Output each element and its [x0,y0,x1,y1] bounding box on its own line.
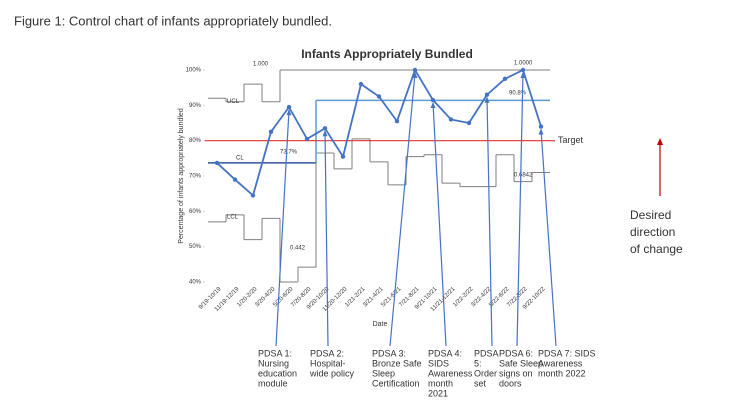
chart-title: Infants Appropriately Bundled [301,47,473,61]
data-point [466,120,472,126]
annotation-text: Bronze Safe [372,358,422,368]
ucl-label: UCL [227,99,240,105]
annotation-text: month 2022 [538,368,586,378]
annotation-text: Safe Sleep [499,358,543,368]
annotation-text: PDSA 4: [428,348,462,358]
point-label: 90.8% [509,91,527,97]
data-point [394,119,400,124]
data-point [520,67,526,73]
annotation-arrow [432,103,447,347]
direction-note: of change [630,242,683,256]
data-point [214,160,220,166]
annotation-arrow [486,97,493,347]
annotation-text: education [258,368,297,378]
data-point [448,117,454,122]
arrow-head [286,109,292,116]
data-point [376,94,382,99]
data-point [304,136,310,142]
annotation-text: PDSA 6: [499,348,533,358]
data-point [268,129,274,135]
y-tick-label: 70% [189,174,202,180]
annotation-text: set [474,378,487,388]
arrow-head [520,72,526,78]
annotation-text: PDSA 3: [372,348,406,358]
annotation-arrow [389,72,416,347]
annotation-text: wide policy [309,368,355,378]
caption: Figure 1: Control chart of infants appro… [14,13,332,28]
y-tick-label: 50% [189,244,202,250]
data-point [250,193,256,198]
annotation-text: module [258,378,288,388]
y-tick-label: 80% [189,138,202,144]
point-label: 0.442 [290,246,306,252]
annotation-text: Awareness [428,368,473,378]
annotation-text: PDSA [474,348,499,358]
annotation-text: signs on [499,368,533,378]
arrow-head [322,130,328,137]
annotation-text: PDSA 2: [310,348,344,358]
annotation-text: month [428,378,453,388]
direction-note: Desired [630,208,671,222]
annotation-text: Sleep [372,368,395,378]
data-point [340,154,346,159]
annotation-text: PDSA 7: SIDS [538,348,596,358]
data-point [322,126,328,131]
arrow-head [484,96,490,103]
lcl-label: LCL [227,215,239,221]
annotation-text: Hospital- [310,358,346,368]
annotation-arrow [540,129,557,347]
point-label: 73.7% [280,150,298,156]
cl-label: CL [236,156,244,162]
arrow-head [412,72,418,78]
data-point [358,81,364,87]
arrow-head [430,102,436,109]
y-tick-label: 90% [189,103,202,109]
annotation-text: Nursing [258,358,289,368]
annotation-arrow [324,131,329,347]
y-tick-label: 40% [189,280,202,286]
arrow-head [538,128,544,135]
direction-arrow-head [657,138,663,145]
data-point [430,97,436,103]
annotation-text: PDSA 1: [258,348,292,358]
data-point [484,92,490,97]
y-tick-label: 100% [186,68,202,74]
data-point [502,76,508,82]
data-point [232,177,238,182]
annotation-text: Certification [372,378,420,388]
y-axis-label: Percentage of infants appropriately bund… [178,108,185,244]
data-point [286,104,292,110]
target-label: Target [558,135,584,145]
data-point [412,67,418,73]
annotation-text: Awareness [538,358,583,368]
direction-note: direction [630,225,675,239]
point-label: 1.0000 [514,61,533,67]
annotation-text: SIDS [428,358,449,368]
data-line [216,67,542,198]
annotation-text: 2021 [428,388,448,398]
annotation-text: Order [474,368,497,378]
y-tick-label: 60% [189,209,202,215]
annotation-arrow [516,72,524,347]
annotation-arrow [275,110,290,347]
data-point [538,124,544,129]
point-label: 1.000 [253,62,269,68]
point-label: 0.6842 [514,173,533,179]
x-axis-label: Date [373,321,388,328]
annotation-text: 5: [474,358,482,368]
annotation-text: doors [499,378,522,388]
